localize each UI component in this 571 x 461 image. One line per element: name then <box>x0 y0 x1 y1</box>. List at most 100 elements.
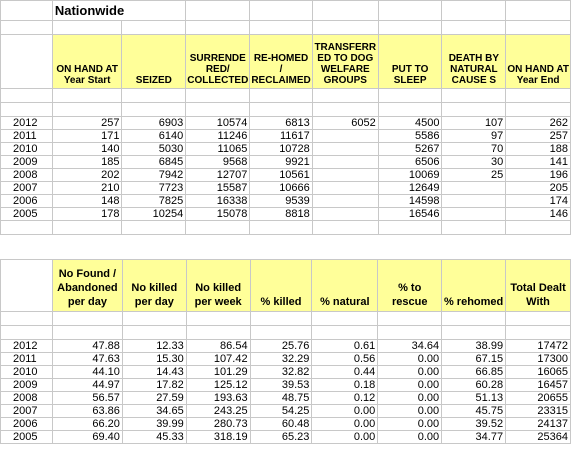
cell-blank[interactable] <box>505 88 571 103</box>
cell-blank[interactable] <box>121 88 187 103</box>
value-cell[interactable]: 17.82 <box>121 378 187 392</box>
value-cell[interactable]: 25.76 <box>249 339 313 353</box>
cell-blank[interactable] <box>441 88 507 103</box>
value-cell[interactable]: 0.00 <box>377 352 443 366</box>
header-seized[interactable]: SEIZED <box>121 34 187 89</box>
cell-blank[interactable] <box>121 20 187 35</box>
value-cell[interactable]: 47.88 <box>51 339 123 353</box>
value-cell[interactable]: 14598 <box>377 194 443 208</box>
year-cell[interactable]: 2011 <box>0 352 53 366</box>
cell-blank[interactable] <box>505 0 571 21</box>
cell-blank[interactable] <box>377 102 443 117</box>
value-cell[interactable]: 12.33 <box>121 339 187 353</box>
year-cell[interactable]: 2005 <box>0 430 53 444</box>
value-cell[interactable]: 86.54 <box>185 339 251 353</box>
value-cell[interactable]: 45.33 <box>121 430 187 444</box>
value-cell[interactable]: 107 <box>441 116 507 130</box>
value-cell[interactable]: 60.48 <box>249 417 313 431</box>
header-pct-natural[interactable]: % natural <box>311 259 379 312</box>
value-cell[interactable]: 16065 <box>505 365 571 379</box>
cell-blank[interactable] <box>0 220 53 235</box>
year-cell[interactable]: 2008 <box>0 168 53 182</box>
value-cell[interactable]: 30 <box>441 155 507 169</box>
value-cell[interactable]: 257 <box>51 116 123 130</box>
cell-blank[interactable] <box>441 0 507 21</box>
header-transferred[interactable]: TRANSFERR ED TO DOG WELFARE GROUPS <box>311 34 379 89</box>
value-cell[interactable]: 20655 <box>505 391 571 405</box>
year-cell[interactable]: 2008 <box>0 391 53 405</box>
value-cell[interactable]: 0.00 <box>377 404 443 418</box>
value-cell[interactable]: 205 <box>505 181 571 195</box>
year-cell[interactable]: 2005 <box>0 207 53 221</box>
cell-blank[interactable] <box>185 102 251 117</box>
value-cell[interactable]: 12649 <box>377 181 443 195</box>
value-cell[interactable]: 16338 <box>185 194 251 208</box>
value-cell[interactable]: 11617 <box>249 129 313 143</box>
value-cell[interactable] <box>311 207 379 221</box>
value-cell[interactable]: 193.63 <box>185 391 251 405</box>
value-cell[interactable]: 0.00 <box>311 404 379 418</box>
value-cell[interactable]: 0.00 <box>377 365 443 379</box>
value-cell[interactable]: 178 <box>51 207 123 221</box>
cell-blank[interactable] <box>51 88 123 103</box>
cell-blank[interactable] <box>441 102 507 117</box>
value-cell[interactable]: 51.13 <box>441 391 507 405</box>
cell-blank[interactable] <box>249 102 313 117</box>
year-cell[interactable]: 2007 <box>0 404 53 418</box>
cell-blank[interactable] <box>311 0 379 21</box>
value-cell[interactable]: 10254 <box>121 207 187 221</box>
header-pct-rehomed[interactable]: % rehomed <box>441 259 507 312</box>
cell-blank[interactable] <box>377 0 443 21</box>
value-cell[interactable]: 44.97 <box>51 378 123 392</box>
value-cell[interactable]: 60.28 <box>441 378 507 392</box>
value-cell[interactable]: 5030 <box>121 142 187 156</box>
cell-blank[interactable] <box>505 325 571 340</box>
cell-blank[interactable] <box>0 311 53 326</box>
value-cell[interactable]: 210 <box>51 181 123 195</box>
year-cell[interactable]: 2006 <box>0 194 53 208</box>
cell-blank[interactable] <box>185 311 251 326</box>
cell-blank[interactable] <box>121 325 187 340</box>
value-cell[interactable]: 66.20 <box>51 417 123 431</box>
cell-blank[interactable] <box>121 102 187 117</box>
cell-blank[interactable] <box>185 88 251 103</box>
value-cell[interactable] <box>441 181 507 195</box>
value-cell[interactable]: 6140 <box>121 129 187 143</box>
value-cell[interactable]: 48.75 <box>249 391 313 405</box>
year-cell[interactable]: 2009 <box>0 378 53 392</box>
value-cell[interactable]: 10728 <box>249 142 313 156</box>
cell-blank[interactable] <box>441 311 507 326</box>
header-surrendered[interactable]: SURRENDE RED/ COLLECTED <box>185 34 251 89</box>
header-killed-per-week[interactable]: No killed per week <box>185 259 251 312</box>
value-cell[interactable]: 243.25 <box>185 404 251 418</box>
value-cell[interactable]: 5267 <box>377 142 443 156</box>
value-cell[interactable]: 39.99 <box>121 417 187 431</box>
cell-blank[interactable] <box>185 325 251 340</box>
cell-blank[interactable] <box>377 220 443 235</box>
value-cell[interactable]: 65.23 <box>249 430 313 444</box>
cell-blank[interactable] <box>311 102 379 117</box>
value-cell[interactable]: 0.00 <box>377 417 443 431</box>
value-cell[interactable]: 6845 <box>121 155 187 169</box>
value-cell[interactable]: 16546 <box>377 207 443 221</box>
value-cell[interactable]: 11246 <box>185 129 251 143</box>
cell-blank[interactable] <box>505 102 571 117</box>
value-cell[interactable] <box>441 207 507 221</box>
cell-blank[interactable] <box>0 0 53 21</box>
value-cell[interactable]: 262 <box>505 116 571 130</box>
value-cell[interactable]: 15.30 <box>121 352 187 366</box>
value-cell[interactable]: 14.43 <box>121 365 187 379</box>
value-cell[interactable]: 107.42 <box>185 352 251 366</box>
value-cell[interactable]: 32.29 <box>249 352 313 366</box>
cell-blank[interactable] <box>249 0 313 21</box>
year-cell[interactable]: 2012 <box>0 339 53 353</box>
cell-blank[interactable] <box>0 34 53 89</box>
value-cell[interactable]: 0.00 <box>377 391 443 405</box>
cell-blank[interactable] <box>0 325 53 340</box>
cell-blank[interactable] <box>185 20 251 35</box>
value-cell[interactable]: 16457 <box>505 378 571 392</box>
value-cell[interactable]: 0.12 <box>311 391 379 405</box>
value-cell[interactable]: 32.82 <box>249 365 313 379</box>
value-cell[interactable]: 8818 <box>249 207 313 221</box>
value-cell[interactable]: 54.25 <box>249 404 313 418</box>
